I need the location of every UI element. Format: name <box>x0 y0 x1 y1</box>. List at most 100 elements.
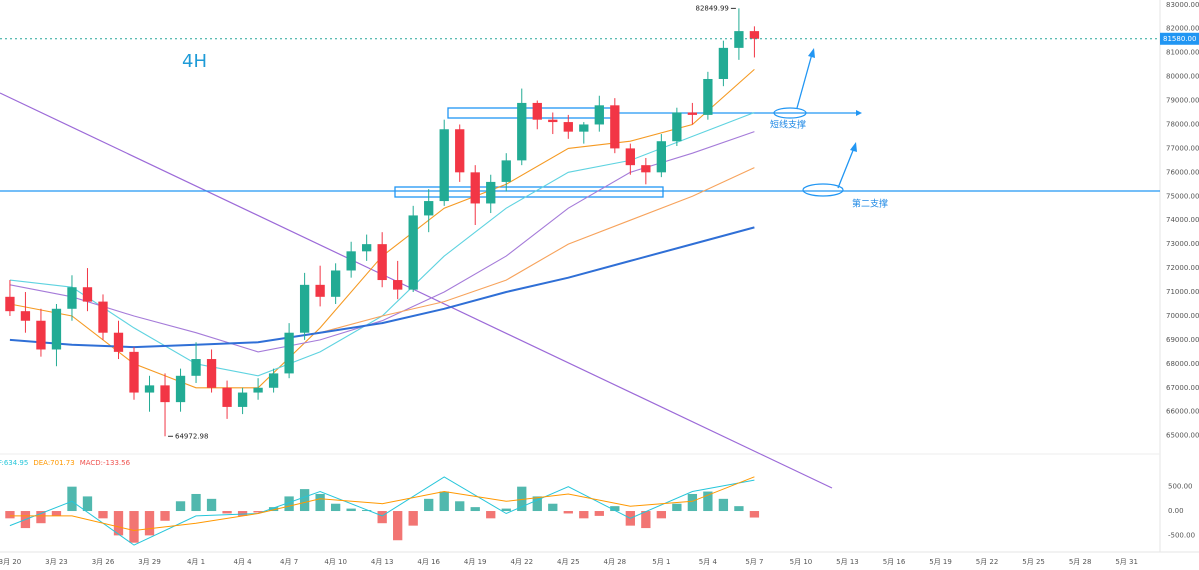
macd-bar <box>113 511 124 536</box>
x-tick-label: 4月 1 <box>187 558 205 566</box>
candle-body <box>734 31 744 48</box>
macd-bar <box>160 511 170 521</box>
macd-tick-label: 500.00 <box>1168 483 1193 491</box>
macd-bar <box>268 507 279 512</box>
x-tick-label: 4月 22 <box>510 558 533 566</box>
line <box>9 476 755 546</box>
candle-body <box>299 284 310 333</box>
macd-bar <box>330 503 341 512</box>
macd-bar <box>486 511 496 519</box>
macd-bar <box>191 493 201 512</box>
macd-bar <box>284 496 294 512</box>
candle-body <box>268 373 279 388</box>
support-box <box>394 186 664 198</box>
candle-body <box>206 359 217 388</box>
macd-bar <box>718 498 729 512</box>
macd-legend: F:634.95 <box>0 459 28 467</box>
x-tick-label: 3月 26 <box>92 558 115 566</box>
line <box>9 476 755 532</box>
candle-body <box>20 311 31 321</box>
candle-body <box>346 251 356 271</box>
macd-bar <box>672 503 682 512</box>
y-tick-label: 71000.00 <box>1166 288 1199 296</box>
ellipse <box>773 107 807 119</box>
candle-body <box>687 112 698 115</box>
candle-body <box>408 215 418 290</box>
macd-legend: DEA:701.73 <box>33 459 74 467</box>
arrow-head <box>856 110 862 116</box>
macd-bar <box>470 507 480 512</box>
x-tick-label: 5月 25 <box>1022 558 1045 566</box>
candle-body <box>253 387 263 393</box>
candle-body <box>579 124 589 132</box>
macd-legend: MACD:-133.56 <box>80 459 131 467</box>
y-tick-label: 68000.00 <box>1166 360 1199 368</box>
candle-body <box>284 332 294 374</box>
candle-body <box>330 270 341 297</box>
arrow-head <box>850 142 857 152</box>
candle-body <box>501 160 511 182</box>
macd-bar <box>579 511 589 519</box>
candle-body <box>486 181 496 204</box>
macd-bar <box>610 506 620 512</box>
candle-body <box>718 47 729 79</box>
candle-body <box>315 284 325 297</box>
y-tick-label: 73000.00 <box>1166 240 1199 248</box>
x-tick-label: 5月 1 <box>652 558 670 566</box>
macd-bar <box>82 496 93 512</box>
candle-body <box>362 244 372 252</box>
arrow-head <box>808 48 815 58</box>
candle-body <box>517 102 527 161</box>
y-tick-label: 77000.00 <box>1166 144 1199 152</box>
y-tick-label: 82000.00 <box>1166 25 1199 33</box>
macd-bar <box>362 510 372 512</box>
macd-bar <box>548 503 558 512</box>
macd-tick-label: 0.00 <box>1168 507 1184 515</box>
macd-bar <box>222 511 232 514</box>
candle-body <box>191 359 201 376</box>
macd-bar <box>51 511 62 516</box>
x-tick-label: 5月 22 <box>976 558 999 566</box>
y-tick-label: 83000.00 <box>1166 1 1199 9</box>
y-tick-label: 80000.00 <box>1166 73 1199 81</box>
trend-line <box>0 92 833 489</box>
macd-bar <box>532 496 542 512</box>
candle-body <box>470 172 480 204</box>
y-tick-label: 67000.00 <box>1166 384 1199 392</box>
candle-body <box>641 165 651 173</box>
macd-bar <box>424 498 434 512</box>
macd-bar <box>455 501 465 512</box>
y-tick-label: 65000.00 <box>1166 432 1199 440</box>
macd-bar <box>687 493 698 512</box>
candle-body <box>749 31 760 39</box>
x-tick-label: 5月 10 <box>790 558 813 566</box>
macd-bar <box>206 498 217 512</box>
current-price-label: 81580.00 <box>1163 35 1196 43</box>
candle-body <box>377 244 387 281</box>
x-tick-label: 4月 28 <box>604 558 627 566</box>
candle-body <box>222 387 232 407</box>
candle-body <box>703 78 713 115</box>
candle-body <box>610 105 620 149</box>
candle-body <box>393 280 403 290</box>
y-tick-label: 81000.00 <box>1166 49 1199 57</box>
y-tick-label: 76000.00 <box>1166 168 1199 176</box>
candle-body <box>594 105 604 125</box>
x-tick-label: 5月 28 <box>1069 558 1092 566</box>
candle-body <box>113 332 124 352</box>
macd-bar <box>734 506 744 512</box>
macd-bar <box>656 511 667 519</box>
candle-body <box>548 119 558 123</box>
x-tick-label: 5月 31 <box>1115 558 1138 566</box>
x-tick-label: 5月 4 <box>699 558 718 566</box>
candle-body <box>51 308 62 350</box>
y-tick-label: 72000.00 <box>1166 264 1199 272</box>
macd-bar <box>98 511 108 519</box>
candle-body <box>625 148 635 166</box>
x-tick-label: 4月 25 <box>557 558 580 566</box>
candle-body <box>424 201 434 216</box>
macd-bar <box>36 511 46 524</box>
x-tick-label: 4月 19 <box>464 558 487 566</box>
x-tick-label: 5月 7 <box>745 558 763 566</box>
